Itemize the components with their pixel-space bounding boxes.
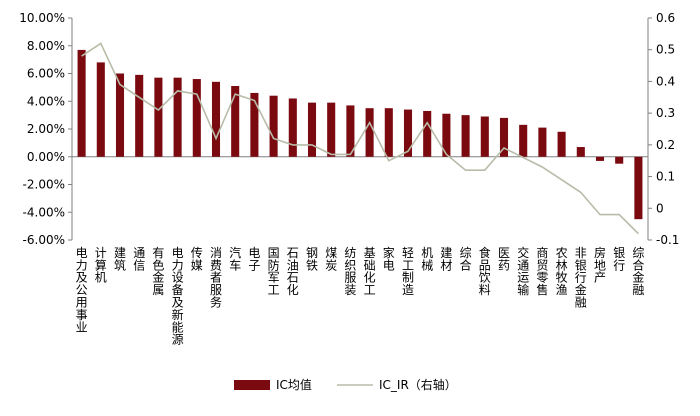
bar-ic-mean: [499, 117, 509, 157]
x-axis-category-label: 银行: [613, 246, 625, 272]
x-axis-category-label: 石油石化: [287, 246, 299, 297]
bar-ic-mean: [288, 98, 297, 157]
right-axis-tick-label: 0: [656, 201, 664, 215]
left-axis-tick-label: 2.00%: [27, 122, 65, 136]
x-axis-category-label: 农林牧渔: [556, 246, 568, 297]
x-axis-category-label: 交通运输: [517, 245, 529, 297]
bar-ic-mean: [77, 49, 86, 157]
x-axis-category-label: 房地产: [594, 245, 606, 285]
bar-ic-mean: [211, 81, 221, 157]
bar-ic-mean: [115, 73, 125, 157]
bar-ic-mean: [135, 74, 144, 157]
bar-ic-mean: [250, 92, 259, 157]
x-axis-category-label: 商贸零售: [536, 245, 548, 297]
bar-ic-mean: [346, 105, 355, 157]
right-axis-tick-label: 0.5: [656, 43, 675, 57]
x-axis-category-label: 建材: [440, 246, 452, 272]
left-axis-tick-label: -4.00%: [23, 205, 65, 219]
left-axis-tick-label: 6.00%: [27, 67, 65, 81]
bar-ic-mean: [384, 108, 393, 157]
bar-ic-mean: [231, 85, 240, 157]
legend-label-ic-mean: IC均值: [276, 377, 312, 392]
bar-ic-mean: [96, 62, 105, 157]
bar-ic-mean: [634, 156, 643, 220]
x-axis-category-label: 食品饮料: [479, 245, 491, 297]
right-axis-tick-label: -0.1: [656, 233, 679, 247]
right-axis-tick-label: 0.4: [656, 74, 675, 88]
bar-ic-mean: [576, 147, 585, 157]
x-axis-category-label: 煤炭: [325, 246, 337, 272]
x-axis-category-label: 医药: [498, 246, 510, 272]
x-axis-category-label: 建筑: [114, 246, 126, 272]
x-axis-category-label: 纺织服装: [344, 246, 356, 297]
right-axis-tick-label: 0.1: [656, 170, 675, 184]
x-axis-category-label: 消费者服务: [210, 246, 222, 310]
bar-ic-mean: [480, 116, 489, 157]
right-axis-tick-label: 0.3: [656, 106, 675, 120]
x-axis-category-label: 机械: [421, 246, 433, 272]
legend-swatch-bar: [234, 380, 270, 390]
right-axis-tick-label: 0.2: [656, 138, 675, 152]
legend-label-ic-ir: IC_IR（右轴）: [379, 377, 457, 392]
right-axis-tick-label: 0.6: [656, 11, 675, 25]
x-axis-category-label: 传媒: [191, 245, 203, 272]
bar-ic-mean: [403, 109, 413, 157]
x-axis-category-label: 电力及公用事业: [76, 246, 88, 334]
x-axis-category-label: 国防军工: [268, 246, 280, 297]
x-axis-category-label: 电子: [248, 246, 260, 272]
bar-ic-mean: [192, 79, 201, 157]
x-axis-category-label: 通信: [133, 246, 145, 272]
bar-ic-mean: [615, 156, 624, 164]
bar-ic-mean: [307, 102, 317, 157]
bar-ic-mean: [365, 108, 374, 157]
left-axis-tick-label: 10.00%: [19, 11, 65, 25]
bar-ic-mean: [173, 77, 182, 157]
left-axis-tick-label: -2.00%: [23, 178, 65, 192]
left-axis-tick-label: 4.00%: [27, 94, 65, 108]
x-axis-category-label: 有色金属: [152, 246, 164, 297]
bar-ic-mean: [557, 131, 566, 157]
x-axis-category-label: 家电: [383, 245, 395, 272]
x-axis-category-label: 基础化工: [364, 246, 376, 297]
x-axis-category-label: 综合金融: [632, 246, 644, 297]
x-axis-category-label: 钢铁: [306, 246, 318, 272]
x-axis-category-label: 轻工制造: [402, 246, 414, 297]
bar-ic-mean: [461, 115, 470, 157]
x-axis-category-label: 汽车: [229, 245, 241, 272]
left-axis-tick-label: -6.00%: [23, 233, 65, 247]
bar-ic-mean: [595, 156, 605, 161]
x-axis-category-label: 综合: [460, 246, 472, 272]
x-axis-category-label: 计算机: [95, 246, 107, 285]
bar-ic-mean: [154, 77, 163, 157]
x-axis-category-label: 非银行金融: [575, 246, 587, 310]
bar-ic-mean: [269, 95, 278, 157]
left-axis-tick-label: 0.00%: [27, 150, 65, 164]
bar-ic-mean: [538, 127, 547, 157]
left-axis-tick-label: 8.00%: [27, 39, 65, 53]
bar-ic-mean: [519, 124, 528, 157]
line-ic-ir: [81, 42, 639, 235]
x-axis-category-label: 电力设备及新能源: [172, 246, 184, 347]
bar-ic-mean: [327, 102, 336, 157]
bar-ic-mean: [423, 110, 432, 157]
bar-ic-mean: [442, 113, 451, 157]
